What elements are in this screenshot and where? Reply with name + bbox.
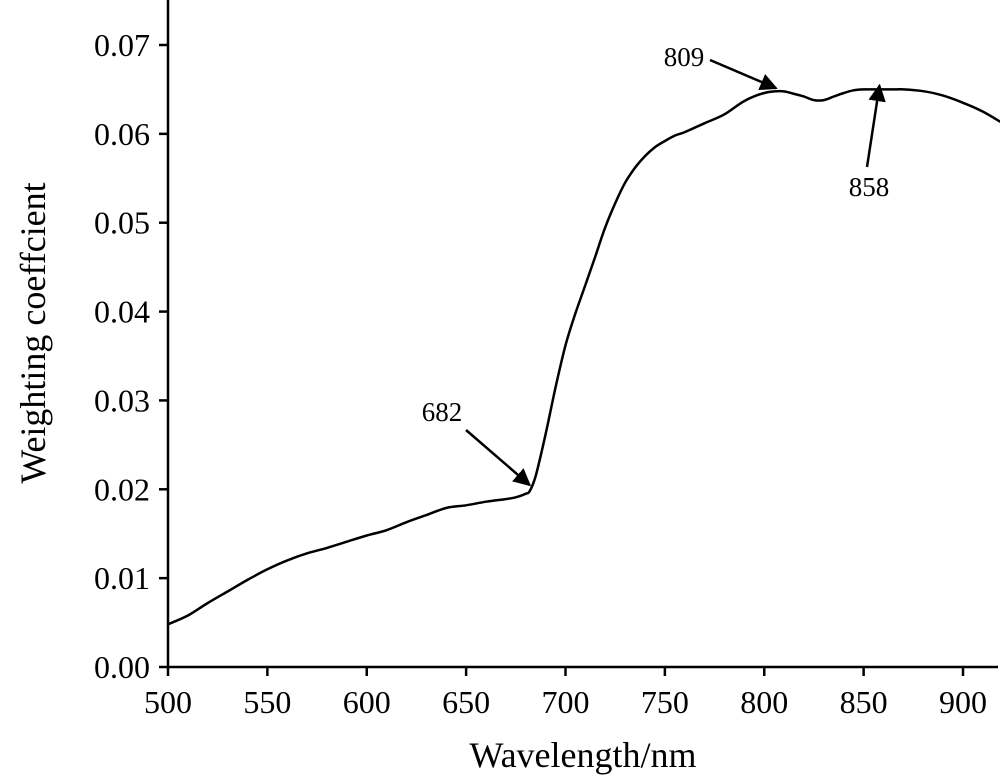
y-tick-label: 0.05 — [94, 205, 150, 241]
annotation-arrow — [865, 83, 886, 168]
annotation-arrow — [465, 429, 532, 487]
x-tick-label: 700 — [542, 684, 590, 720]
x-tick-label: 850 — [840, 684, 888, 720]
x-tick-label: 650 — [442, 684, 490, 720]
x-tick-label: 800 — [740, 684, 788, 720]
annotation-label: 682 — [422, 397, 463, 427]
series-line — [167, 88, 1000, 626]
x-axis-title: Wavelength/nm — [469, 735, 696, 775]
x-tick-label: 550 — [243, 684, 291, 720]
annotation-layer: 682 809 858 — [422, 42, 890, 487]
annotation-label: 809 — [664, 42, 705, 72]
y-tick-label: 0.07 — [94, 27, 150, 63]
x-tick-label: 600 — [343, 684, 391, 720]
series-layer — [167, 88, 1000, 626]
y-tick-label: 0.04 — [94, 294, 150, 330]
annotation-label: 858 — [849, 172, 890, 202]
y-tick-label: 0.06 — [94, 116, 150, 152]
axes — [166, 0, 998, 669]
y-axis-title: Weighting coeffcient — [13, 182, 53, 483]
y-tick-label: 0.00 — [94, 649, 150, 685]
x-tick-label: 900 — [939, 684, 987, 720]
x-tick-label: 750 — [641, 684, 689, 720]
annotation-arrow — [709, 58, 778, 91]
y-tick-label: 0.03 — [94, 382, 150, 418]
ticks: 500 550 600 650 700 750 800 850 900 0.00 0.01 0.02 0… — [94, 27, 987, 720]
y-tick-label: 0.01 — [94, 560, 150, 596]
x-tick-label: 500 — [144, 684, 192, 720]
y-tick-label: 0.02 — [94, 471, 150, 507]
